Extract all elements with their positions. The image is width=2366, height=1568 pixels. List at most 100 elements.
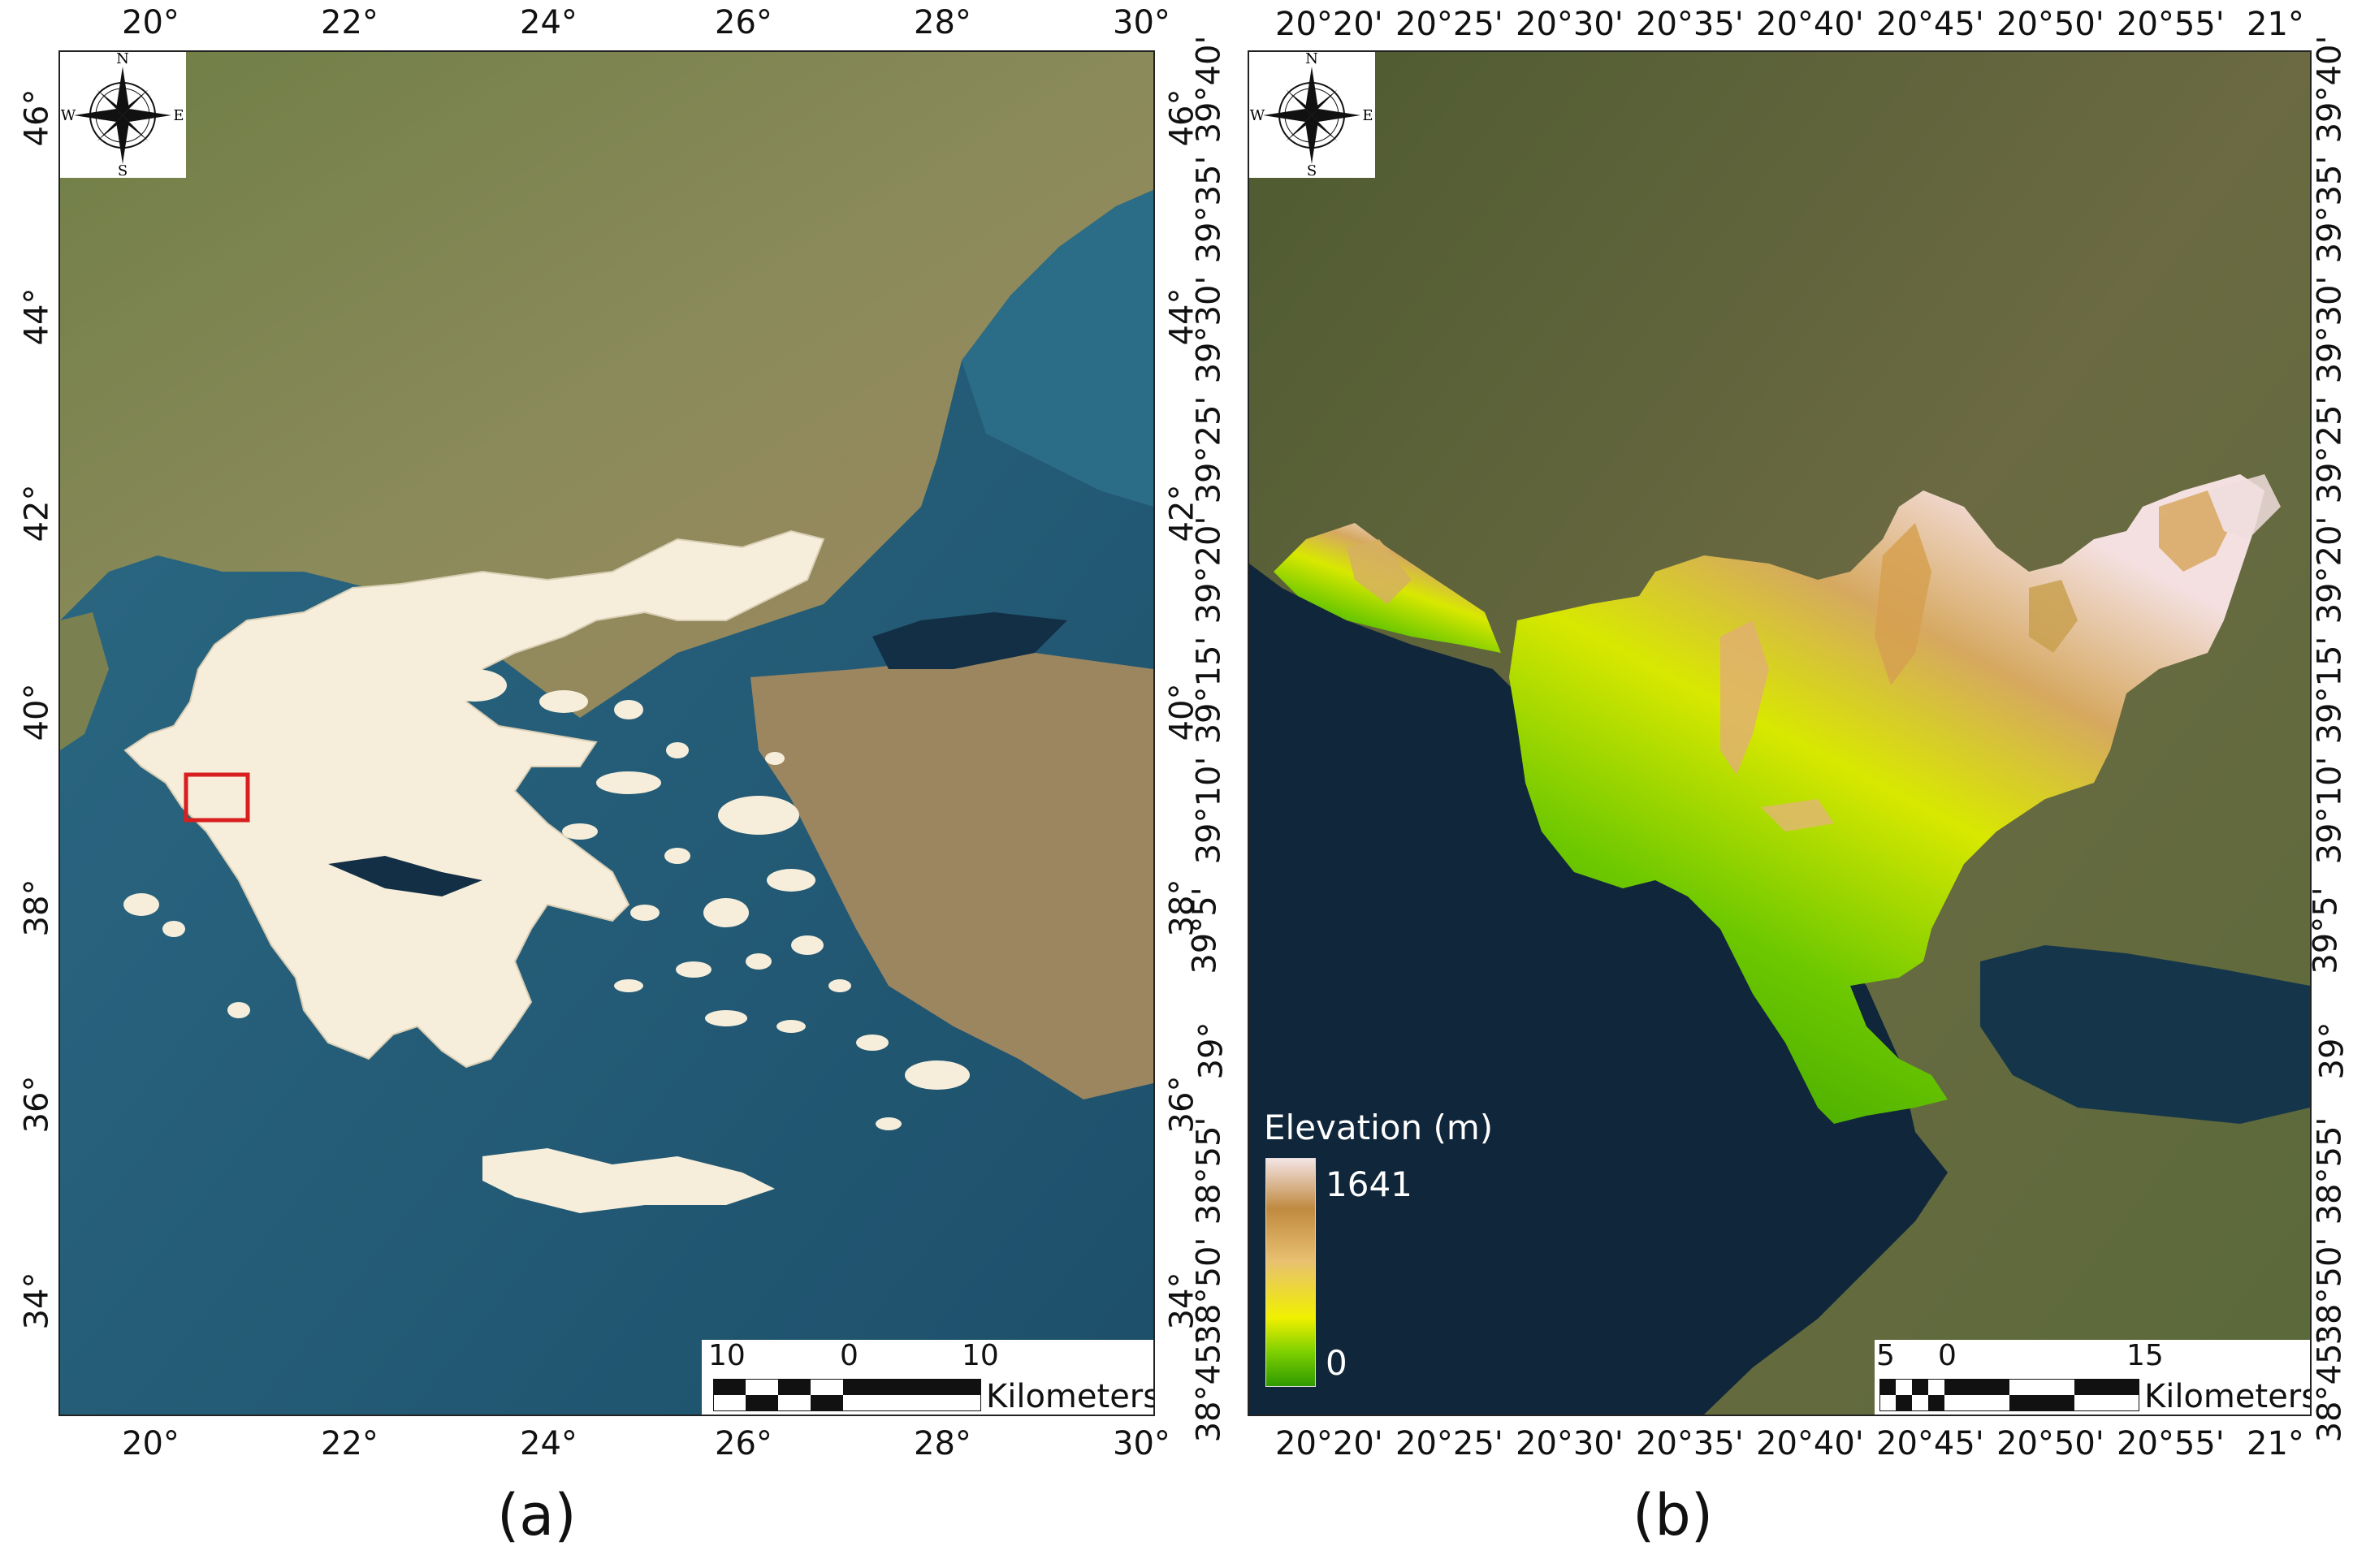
lon-tick-top: 20°25': [1395, 6, 1503, 43]
lat-tick-left: 34°: [18, 1272, 56, 1330]
scale-label: 10: [962, 1339, 999, 1372]
lon-tick-top: 24°: [520, 4, 577, 41]
scale-label: 10: [708, 1339, 746, 1372]
panel-caption-b: (b): [1633, 1482, 1714, 1549]
lon-tick-bottom: 20°25': [1395, 1425, 1503, 1462]
lat-tick-left: 39°20': [1190, 516, 1228, 624]
lat-tick-left: 39°10': [1190, 756, 1228, 865]
legend-color-ramp: [1265, 1158, 1316, 1387]
lon-tick-bottom: 28°: [914, 1425, 971, 1462]
lon-tick-bottom: 21°: [2247, 1425, 2304, 1462]
scale-bar-graphic: [713, 1379, 981, 1411]
compass-w: W: [61, 107, 76, 124]
compass-e: E: [173, 107, 184, 124]
lon-tick-top: 30°: [1113, 4, 1170, 41]
lat-tick-left: 38°55': [1190, 1117, 1228, 1225]
lat-tick-right: 39°: [2313, 1022, 2351, 1080]
scale-unit: Kilometers: [986, 1378, 1155, 1415]
lon-tick-bottom: 20°55': [2117, 1425, 2225, 1462]
compass-rose-a: N S W E: [60, 52, 186, 179]
compass-n: N: [1305, 52, 1318, 67]
lat-tick-left: 39°35': [1190, 155, 1228, 264]
scale-label: 15: [2126, 1339, 2164, 1372]
lat-tick-left: 39°40': [1190, 35, 1228, 144]
lat-tick-left: 46°: [18, 89, 56, 147]
map-frame-a: N S W E 10 0 10 Kilometers: [58, 50, 1155, 1416]
lat-tick-left: 38°50': [1190, 1237, 1228, 1346]
scale-label: 0: [840, 1339, 859, 1372]
lat-tick-right: 39°10': [2311, 756, 2349, 865]
legend-max: 1641: [1326, 1164, 1412, 1204]
lat-tick-left: 44°: [18, 287, 56, 346]
legend-min: 0: [1326, 1343, 1347, 1383]
lon-tick-top: 28°: [914, 4, 971, 41]
lon-tick-top: 20°55': [2117, 6, 2225, 43]
panel-a: N S W E 10 0 10 Kilometers 20° 22° 24° 2…: [0, 0, 1200, 1568]
scale-bar-a: 10 0 10 Kilometers: [702, 1339, 1155, 1415]
lon-tick-top: 20°20': [1275, 6, 1383, 43]
legend-title: Elevation (m): [1264, 1108, 1494, 1147]
lat-tick-right: 39°25': [2311, 395, 2349, 504]
lat-tick-right: 38°55': [2311, 1117, 2349, 1225]
greece-country-shape: [123, 529, 825, 1069]
lat-tick-left: 38°: [18, 879, 56, 937]
lat-tick-right: 39°15': [2311, 636, 2349, 745]
compass-s: S: [118, 162, 128, 178]
scale-bar-graphic: [1879, 1379, 2139, 1411]
lat-tick-right: 39°30': [2311, 275, 2349, 384]
panel-caption-a: (a): [497, 1482, 577, 1549]
compass-rose-b: N S W E: [1249, 52, 1375, 179]
lat-tick-left: 36°: [18, 1075, 56, 1134]
compass-n: N: [116, 52, 129, 67]
lon-tick-bottom: 20°45': [1876, 1425, 1984, 1462]
map-frame-b: N S W E Elevation (m) 1641 0 5 0 15: [1248, 50, 2312, 1416]
lon-tick-bottom: 20°: [122, 1425, 180, 1462]
lat-tick-left: 39°30': [1190, 275, 1228, 384]
lat-tick-left: 40°: [18, 683, 56, 741]
scale-label: 0: [1938, 1339, 1957, 1372]
lon-tick-bottom: 30°: [1113, 1425, 1170, 1462]
lon-tick-top: 20°: [122, 4, 180, 41]
lon-tick-bottom: 20°30': [1516, 1425, 1624, 1462]
compass-w: W: [1250, 107, 1265, 124]
lat-tick-left: 39°15': [1190, 636, 1228, 745]
lat-tick-left: 42°: [18, 484, 56, 542]
lon-tick-bottom: 26°: [715, 1425, 772, 1462]
study-area-box: [184, 772, 250, 823]
lon-tick-bottom: 22°: [321, 1425, 378, 1462]
lon-tick-top: 22°: [321, 4, 378, 41]
lat-tick-left: 39°: [1192, 1022, 1231, 1080]
lat-tick-left: 38°45': [1190, 1334, 1228, 1443]
compass-s: S: [1307, 162, 1317, 178]
lon-tick-top: 26°: [715, 4, 772, 41]
lat-tick-right: 39°35': [2311, 155, 2349, 264]
panel-b: N S W E Elevation (m) 1641 0 5 0 15: [1178, 0, 2366, 1568]
dem-main: [1509, 474, 2264, 1124]
lon-tick-bottom: 20°40': [1756, 1425, 1864, 1462]
lat-tick-right: 39°40': [2311, 35, 2349, 144]
lat-tick-right: 39°20': [2311, 516, 2349, 624]
lon-tick-top: 20°40': [1756, 6, 1864, 43]
compass-icon: N S W E: [61, 52, 184, 179]
lon-tick-top: 21°: [2247, 6, 2304, 43]
scale-unit: Kilometers: [2144, 1378, 2312, 1415]
lon-tick-top: 20°30': [1516, 6, 1624, 43]
scale-bar-b: 5 0 15 Kilometers: [1875, 1339, 2312, 1415]
map-greece-region: [60, 52, 1153, 1415]
lat-tick-left: 39°5': [1186, 887, 1224, 974]
map-study-area: [1249, 52, 2310, 1415]
lat-tick-right: 39°5': [2307, 887, 2345, 974]
lon-tick-top: 20°35': [1636, 6, 1744, 43]
lat-tick-right: 38°45': [2311, 1334, 2349, 1443]
compass-icon: N S W E: [1250, 52, 1373, 179]
lon-tick-top: 20°50': [1996, 6, 2104, 43]
compass-e: E: [1362, 107, 1373, 124]
lon-tick-bottom: 20°35': [1636, 1425, 1744, 1462]
lon-tick-bottom: 20°50': [1996, 1425, 2104, 1462]
lat-tick-right: 38°50': [2311, 1237, 2349, 1346]
lat-tick-left: 39°25': [1190, 395, 1228, 504]
lon-tick-top: 20°45': [1876, 6, 1984, 43]
lon-tick-bottom: 24°: [520, 1425, 577, 1462]
scale-label: 5: [1876, 1339, 1895, 1372]
lon-tick-bottom: 20°20': [1275, 1425, 1383, 1462]
